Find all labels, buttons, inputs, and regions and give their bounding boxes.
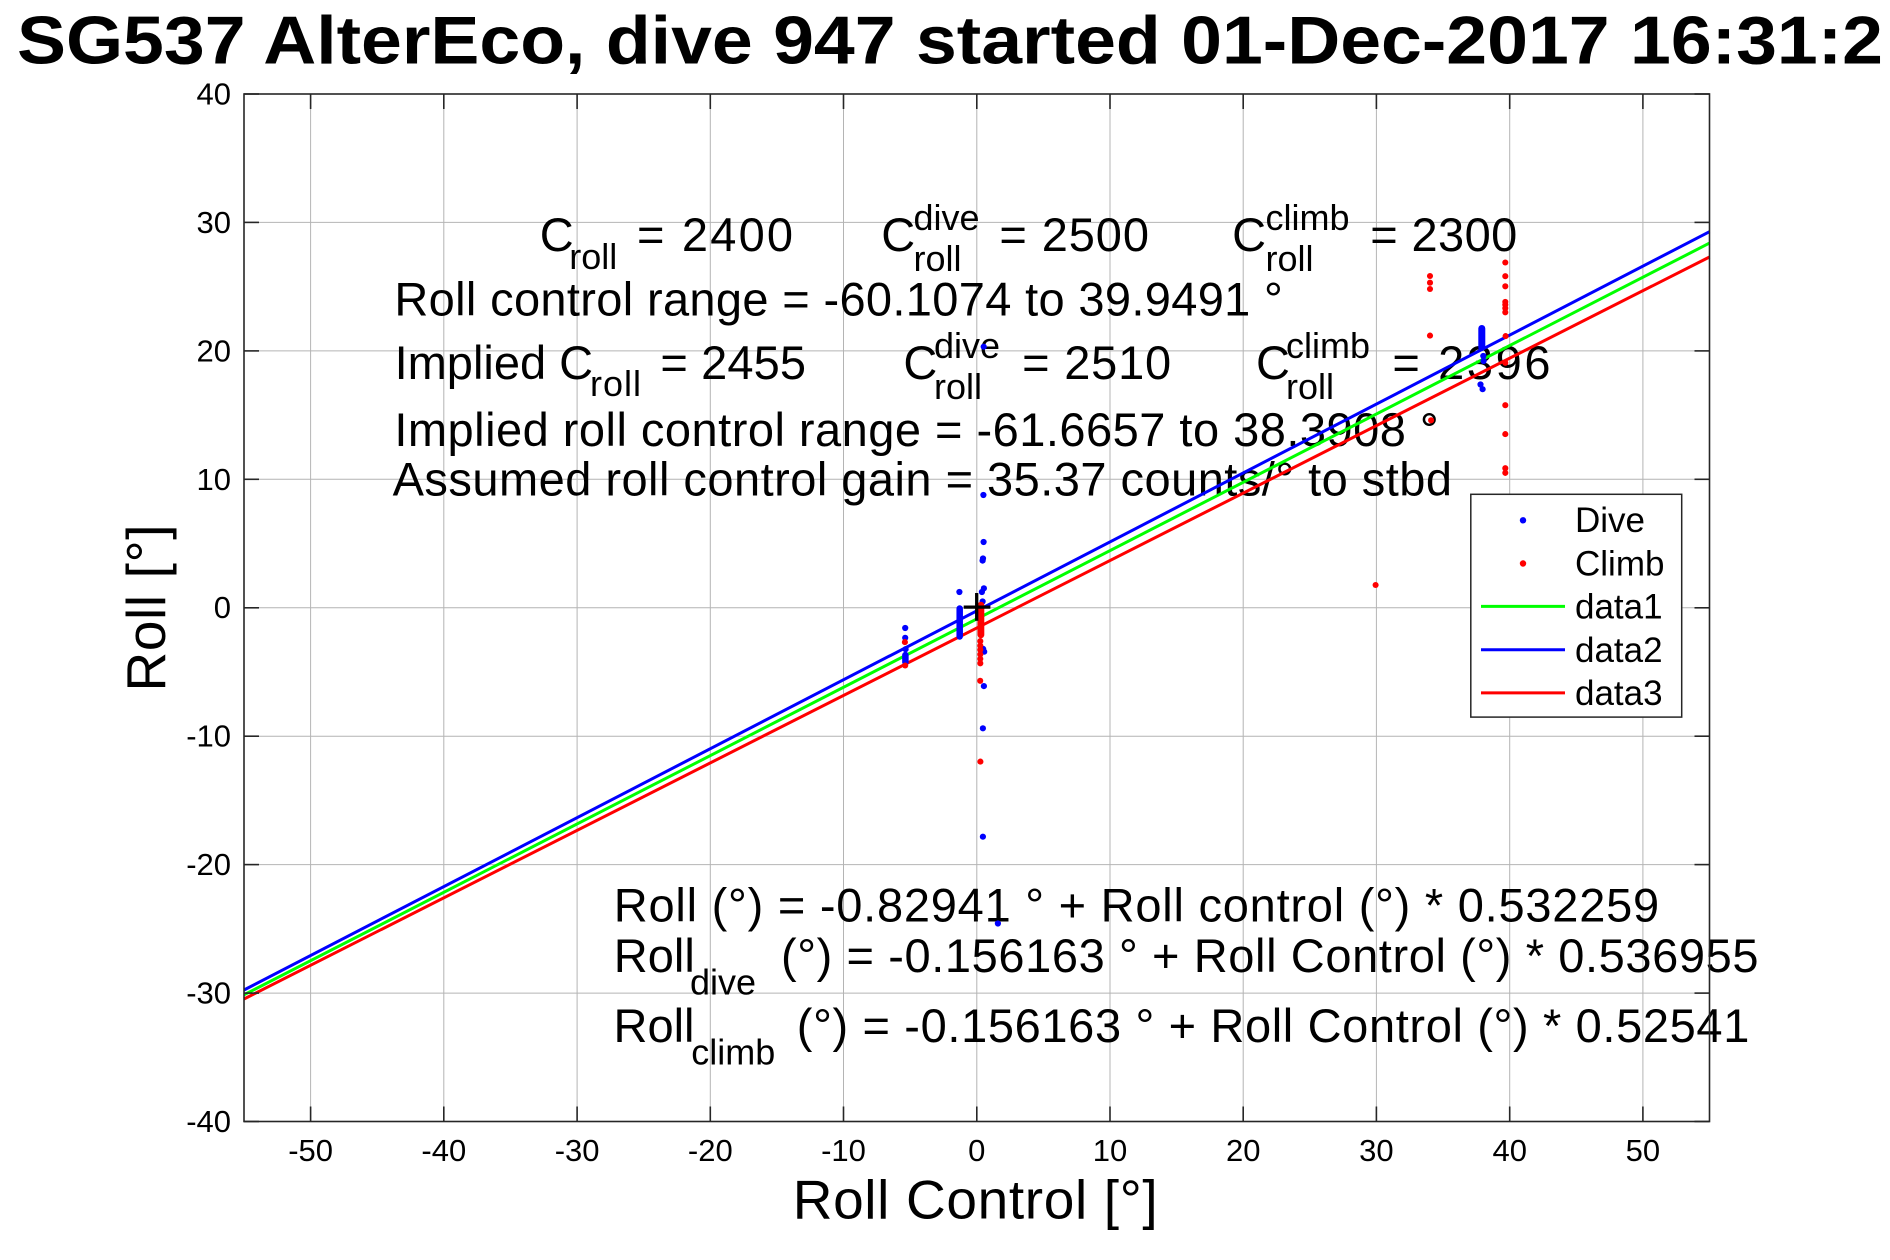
svg-text:40: 40 xyxy=(1492,1133,1526,1168)
svg-text:= 2400: = 2400 xyxy=(637,208,795,261)
svg-text:-10: -10 xyxy=(821,1133,866,1168)
svg-text:40: 40 xyxy=(197,77,231,112)
svg-text:Dive: Dive xyxy=(1575,501,1645,540)
svg-text:Roll [°]: Roll [°] xyxy=(115,524,177,692)
svg-text:30: 30 xyxy=(1359,1133,1393,1168)
svg-text:50: 50 xyxy=(1626,1133,1660,1168)
svg-text:Assumed roll control gain = 35: Assumed roll control gain = 35.37 counts… xyxy=(393,453,1453,506)
svg-text:climb: climb xyxy=(1266,197,1350,238)
svg-text:Roll: Roll xyxy=(614,929,695,982)
svg-text:roll: roll xyxy=(590,363,642,404)
svg-text:= 2396: = 2396 xyxy=(1392,336,1553,389)
svg-text:C: C xyxy=(540,208,574,261)
svg-text:Climb: Climb xyxy=(1575,544,1664,583)
svg-text:Roll: Roll xyxy=(614,999,695,1052)
svg-text:-40: -40 xyxy=(421,1133,466,1168)
svg-text:C: C xyxy=(1256,336,1290,389)
svg-text:-20: -20 xyxy=(186,847,231,882)
svg-text:-40: -40 xyxy=(186,1104,231,1139)
svg-text:-50: -50 xyxy=(288,1133,333,1168)
svg-text:= 2500: = 2500 xyxy=(999,208,1149,261)
svg-text:dive: dive xyxy=(934,325,1000,366)
svg-text:data1: data1 xyxy=(1575,588,1663,627)
svg-text:-20: -20 xyxy=(688,1133,733,1168)
svg-text:= 2455: = 2455 xyxy=(660,336,806,389)
svg-text:climb: climb xyxy=(1286,325,1370,366)
svg-text:0: 0 xyxy=(214,590,231,625)
svg-text:data2: data2 xyxy=(1575,631,1663,670)
svg-text:20: 20 xyxy=(197,333,231,368)
svg-text:Roll Control [°]: Roll Control [°] xyxy=(793,1168,1159,1230)
svg-text:C: C xyxy=(903,336,937,389)
svg-text:= 2510: = 2510 xyxy=(1022,336,1172,389)
svg-text:10: 10 xyxy=(1093,1133,1127,1168)
svg-text:-30: -30 xyxy=(186,976,231,1011)
svg-text:roll: roll xyxy=(934,366,982,407)
svg-text:roll: roll xyxy=(914,238,962,279)
svg-text:Implied C: Implied C xyxy=(395,336,594,389)
svg-text:-10: -10 xyxy=(186,719,231,754)
svg-text:C: C xyxy=(881,208,915,261)
svg-text:roll: roll xyxy=(1266,238,1314,279)
svg-text:10: 10 xyxy=(197,462,231,497)
svg-text:roll: roll xyxy=(1286,366,1334,407)
svg-text:30: 30 xyxy=(197,205,231,240)
svg-text:C: C xyxy=(1232,208,1266,261)
svg-text:roll: roll xyxy=(569,236,617,277)
svg-text:dive: dive xyxy=(690,962,756,1003)
svg-text:Implied roll control range = -: Implied roll control range = -61.6657 to… xyxy=(394,403,1439,456)
svg-text:SG537 AlterEco, dive 947 start: SG537 AlterEco, dive 947 started 01-Dec-… xyxy=(17,3,1883,79)
svg-text:-30: -30 xyxy=(555,1133,600,1168)
svg-text:(°) = -0.156163 ° + Roll Contr: (°) = -0.156163 ° + Roll Control (°) * 0… xyxy=(797,999,1750,1052)
svg-text:(°) = -0.156163 ° + Roll Contr: (°) = -0.156163 ° + Roll Control (°) * 0… xyxy=(781,929,1759,982)
svg-text:= 2300: = 2300 xyxy=(1370,208,1517,261)
svg-text:data3: data3 xyxy=(1575,674,1663,713)
svg-text:Roll control range = -60.1074: Roll control range = -60.1074 to 39.9491… xyxy=(394,273,1283,326)
svg-text:0: 0 xyxy=(968,1133,985,1168)
svg-text:20: 20 xyxy=(1226,1133,1260,1168)
svg-text:climb: climb xyxy=(691,1032,775,1073)
svg-text:Roll (°) = -0.82941 ° + Roll c: Roll (°) = -0.82941 ° + Roll control (°)… xyxy=(614,879,1660,932)
svg-text:dive: dive xyxy=(914,197,980,238)
